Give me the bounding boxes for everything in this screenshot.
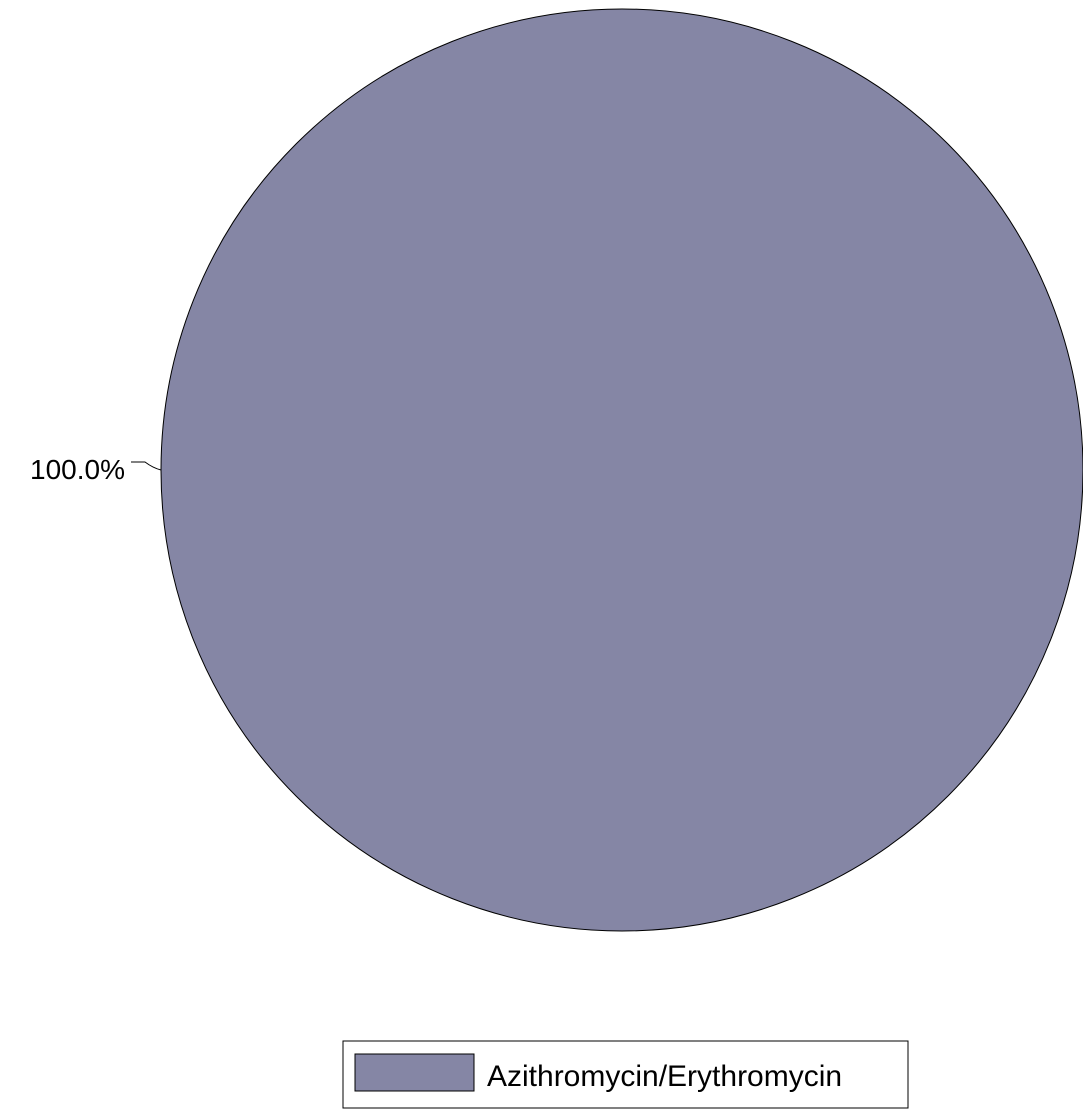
pie-slices [160, 8, 1083, 932]
pie-slice [160, 8, 1083, 932]
slice-label-leader-line [131, 461, 162, 471]
legend-label: Azithromycin/Erythromycin [487, 1060, 842, 1093]
pie-slice-labels: 100.0% [30, 454, 162, 485]
slice-percent-label: 100.0% [30, 454, 125, 485]
legend: Azithromycin/Erythromycin [342, 1040, 909, 1109]
legend-swatch [354, 1053, 475, 1092]
